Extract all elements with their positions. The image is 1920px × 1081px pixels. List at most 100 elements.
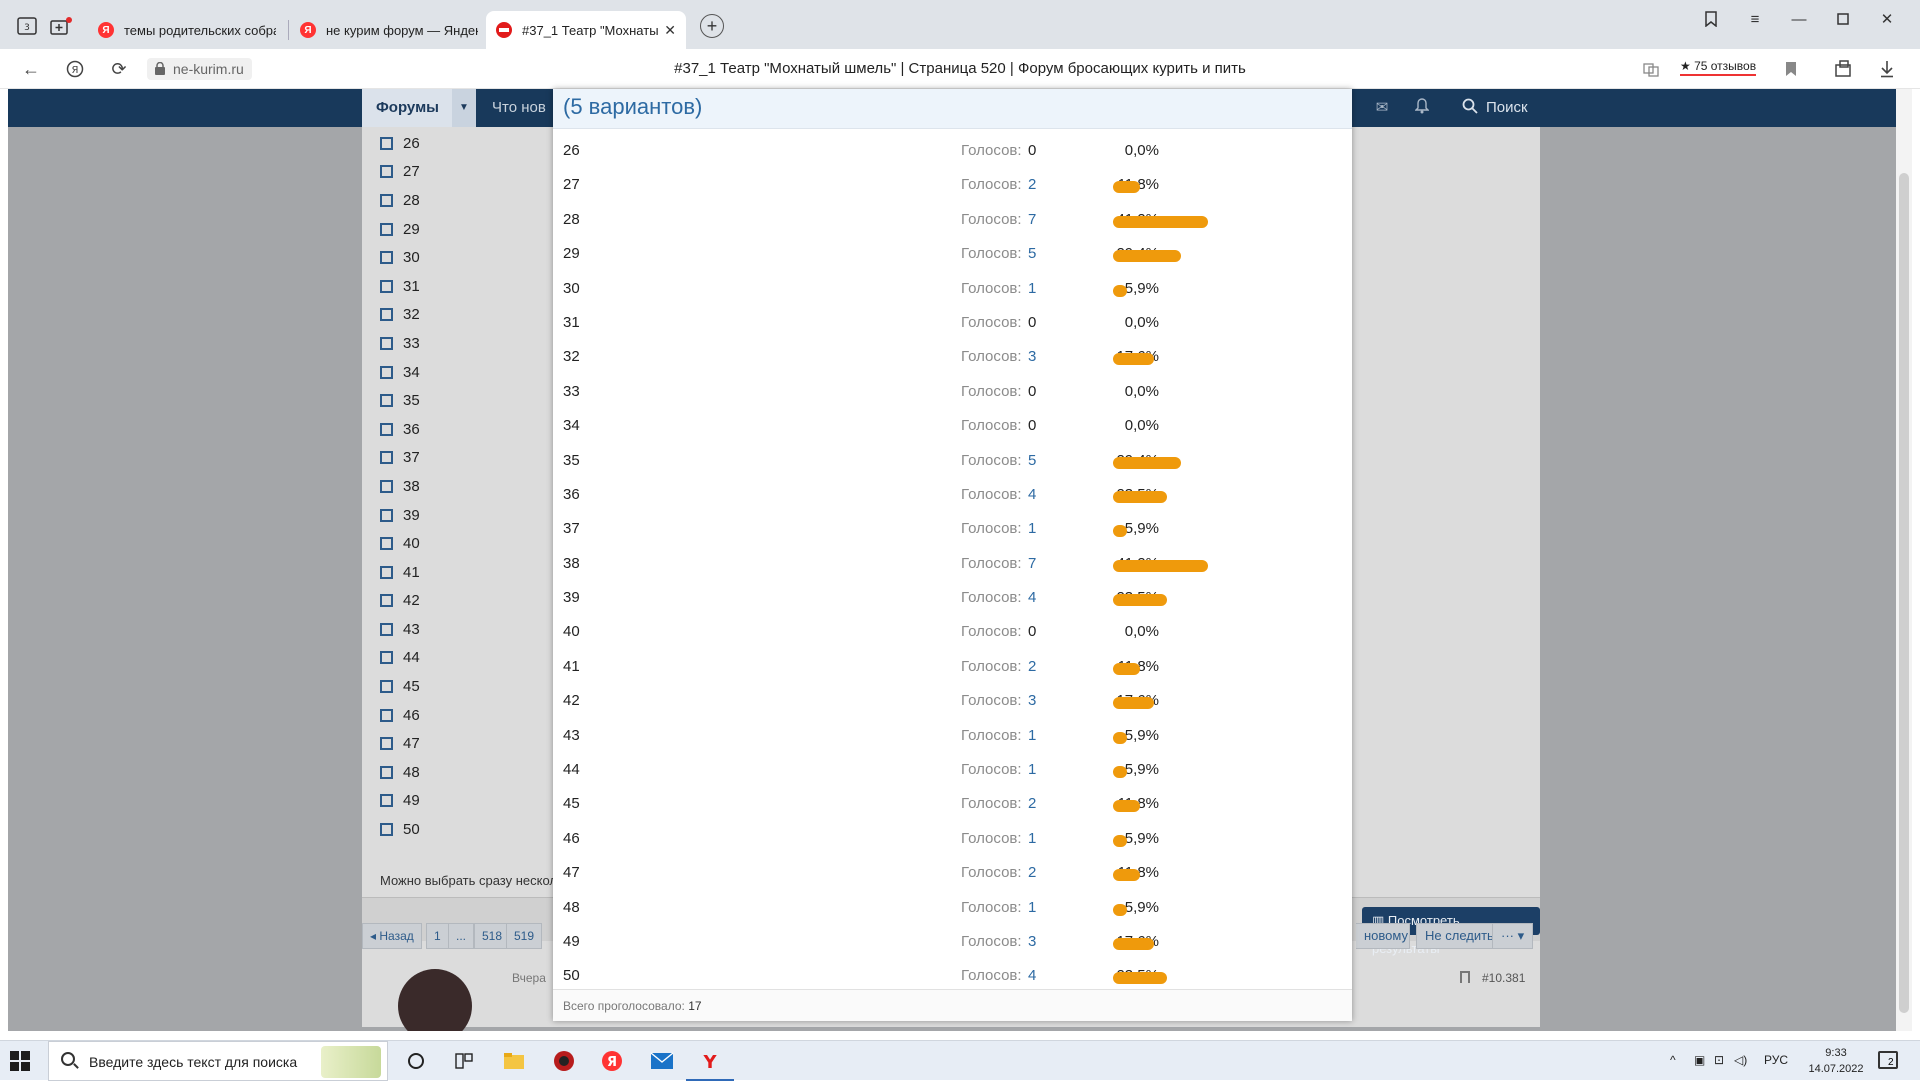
poll-option[interactable]: 30 [380, 243, 420, 272]
checkbox[interactable] [380, 165, 393, 179]
votes-count[interactable]: 2 [1028, 176, 1037, 194]
poll-option[interactable]: 44 [380, 644, 420, 673]
pager-prev-button[interactable]: ◂ Назад [362, 923, 422, 949]
votes-count[interactable]: 1 [1028, 520, 1037, 538]
tab-parent-meetings[interactable]: Я темы родительских собра [88, 11, 286, 49]
checkbox[interactable] [380, 794, 393, 808]
poll-option[interactable]: 50 [380, 815, 420, 844]
checkbox[interactable] [380, 336, 393, 350]
menu-icon[interactable]: ≡ [1750, 10, 1760, 28]
pager-ellipsis[interactable]: ... [448, 923, 475, 949]
more-actions-button[interactable]: ··· ▾ [1492, 923, 1534, 949]
poll-option[interactable]: 35 [380, 386, 420, 415]
yandex-logo-icon[interactable]: Я [62, 57, 88, 81]
poll-option[interactable]: 41 [380, 558, 420, 587]
poll-option[interactable]: 39 [380, 501, 420, 530]
notifications-icon[interactable]: 2 [1878, 1051, 1898, 1069]
poll-option[interactable]: 38 [380, 472, 420, 501]
new-tab-plus-icon[interactable]: + [700, 14, 724, 38]
home-icon[interactable]: 3 [13, 14, 41, 38]
checkbox[interactable] [380, 823, 393, 837]
download-icon[interactable] [1874, 57, 1900, 81]
poll-option[interactable]: 31 [380, 272, 420, 301]
votes-count[interactable]: 1 [1028, 761, 1037, 779]
votes-count[interactable]: 5 [1028, 245, 1037, 263]
votes-count[interactable]: 4 [1028, 589, 1037, 607]
app-red-icon[interactable] [550, 1047, 578, 1075]
checkbox[interactable] [380, 136, 393, 150]
checkbox[interactable] [380, 422, 393, 436]
checkbox[interactable] [380, 479, 393, 493]
pager-page[interactable]: 518 [474, 923, 511, 949]
post-number[interactable]: #10.381 [1482, 971, 1526, 985]
votes-count[interactable]: 7 [1028, 554, 1037, 572]
checkbox[interactable] [380, 622, 393, 636]
poll-option[interactable]: 32 [380, 301, 420, 330]
checkbox[interactable] [380, 651, 393, 665]
translate-icon[interactable] [1638, 57, 1664, 81]
votes-count[interactable]: 1 [1028, 898, 1037, 916]
search-icon[interactable] [1460, 98, 1480, 118]
checkbox[interactable] [380, 279, 393, 293]
envelope-icon[interactable]: ✉ [1375, 99, 1389, 116]
pager-page[interactable]: 1 [426, 923, 449, 949]
tray-chevron-up-icon[interactable]: ^ [1670, 1053, 1676, 1067]
back-arrow-icon[interactable]: ← [22, 58, 40, 79]
votes-count[interactable]: 2 [1028, 864, 1037, 882]
votes-count[interactable]: 2 [1028, 657, 1037, 675]
windows-start-icon[interactable] [10, 1051, 30, 1071]
task-view-icon[interactable] [450, 1047, 478, 1075]
votes-count[interactable]: 2 [1028, 795, 1037, 813]
votes-count[interactable]: 1 [1028, 829, 1037, 847]
poll-option[interactable]: 27 [380, 158, 420, 187]
poll-option[interactable]: 49 [380, 787, 420, 816]
votes-count[interactable]: 4 [1028, 967, 1037, 985]
new-tab-group-icon[interactable] [47, 14, 75, 38]
pager-page[interactable]: 519 [506, 923, 543, 949]
votes-count[interactable]: 1 [1028, 279, 1037, 297]
votes-count[interactable]: 3 [1028, 692, 1037, 710]
scrollbar-thumb[interactable] [1899, 173, 1909, 1013]
checkbox[interactable] [380, 708, 393, 722]
votes-count[interactable]: 4 [1028, 485, 1037, 503]
poll-option[interactable]: 40 [380, 529, 420, 558]
unwatch-button[interactable]: Не следить [1416, 923, 1503, 949]
checkbox[interactable] [380, 537, 393, 551]
checkbox[interactable] [380, 508, 393, 522]
close-window-icon[interactable]: ✕ [1880, 11, 1894, 28]
poll-option[interactable]: 45 [380, 672, 420, 701]
poll-option[interactable]: 42 [380, 587, 420, 616]
volume-icon[interactable]: ◁) [1734, 1053, 1748, 1067]
checkbox[interactable] [380, 394, 393, 408]
poll-option[interactable]: 47 [380, 729, 420, 758]
unread-button[interactable]: новому [1356, 923, 1410, 949]
nav-search[interactable]: Поиск [1486, 99, 1528, 116]
poll-option[interactable]: 33 [380, 329, 420, 358]
poll-option[interactable]: 34 [380, 358, 420, 387]
avatar[interactable] [398, 969, 472, 1031]
poll-option[interactable]: 43 [380, 615, 420, 644]
poll-option[interactable]: 48 [380, 758, 420, 787]
checkbox[interactable] [380, 765, 393, 779]
tray-app-icon[interactable]: ▣ [1694, 1053, 1706, 1067]
checkbox[interactable] [380, 308, 393, 322]
bookmark-icon[interactable] [1460, 971, 1470, 983]
poll-option[interactable]: 37 [380, 444, 420, 473]
checkbox[interactable] [380, 565, 393, 579]
bookmarks-panel-icon[interactable] [1694, 8, 1728, 30]
language-indicator[interactable]: РУС [1764, 1053, 1789, 1067]
close-tab-icon[interactable]: ✕ [664, 21, 676, 38]
checkbox[interactable] [380, 680, 393, 694]
chevron-down-icon[interactable]: ▼ [452, 89, 476, 127]
checkbox[interactable] [380, 451, 393, 465]
checkbox[interactable] [380, 193, 393, 207]
mail-icon[interactable] [648, 1047, 676, 1075]
votes-count[interactable]: 3 [1028, 932, 1037, 950]
poll-option[interactable]: 29 [380, 215, 420, 244]
yandex-app-icon[interactable]: Я [598, 1047, 626, 1075]
tab-ne-kurim-search[interactable]: Я не курим форум — Яндекс [290, 11, 488, 49]
checkbox[interactable] [380, 594, 393, 608]
votes-count[interactable]: 7 [1028, 210, 1037, 228]
reviews-badge[interactable]: ★ 75 отзывов [1680, 59, 1757, 76]
page-scrollbar[interactable] [1896, 89, 1912, 1031]
